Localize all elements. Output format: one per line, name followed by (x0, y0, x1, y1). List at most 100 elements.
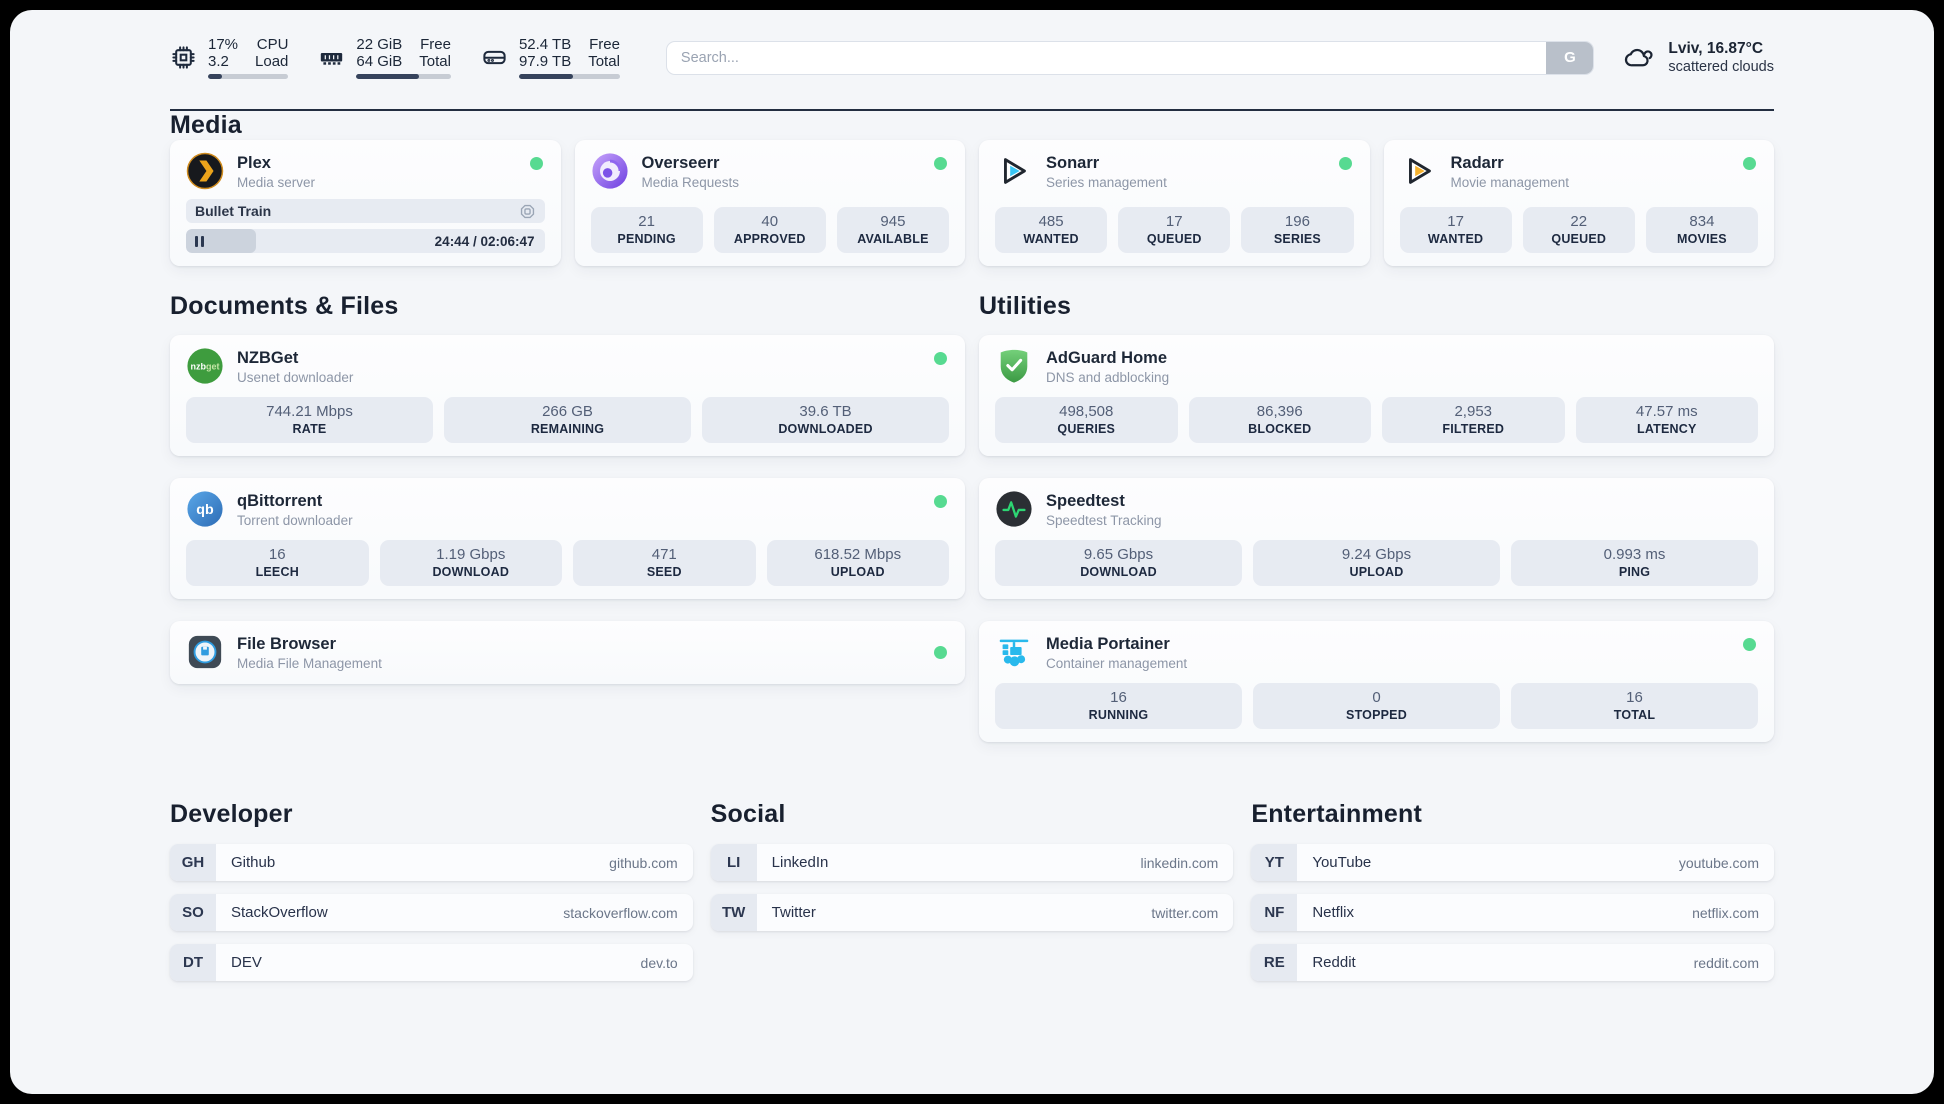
bookmark-stackoverflow[interactable]: SO StackOverflow stackoverflow.com (170, 894, 693, 931)
playback-progress-bar[interactable]: 24:44 / 02:06:47 (186, 229, 545, 253)
status-dot (1338, 157, 1352, 170)
bookmark-name: Twitter (771, 904, 816, 921)
service-subtitle: Movie management (1450, 174, 1570, 190)
bookmark-abbr: YT (1251, 844, 1298, 881)
stat-upload: 9.24 Gbps UPLOAD (1253, 540, 1500, 586)
memory-total-value: 64 GiB (356, 53, 403, 70)
cpu-widget: 17% 3.2 CPU Load (170, 36, 289, 79)
service-name: Media Portainer (1046, 634, 1170, 653)
service-name: Plex (237, 153, 271, 172)
stat-pending: 21 PENDING (590, 207, 703, 253)
stat-ping: 0.993 ms PING (1511, 540, 1758, 586)
status-dot (1743, 157, 1756, 170)
bookmark-name: Github (231, 854, 276, 871)
bookmark-name: LinkedIn (771, 854, 829, 871)
bookmark-reddit[interactable]: RE Reddit reddit.com (1251, 944, 1774, 981)
disk-free-label: Free (589, 36, 620, 53)
section-title-social: Social (710, 800, 786, 828)
stat-downloaded: 39.6 TB DOWNLOADED (702, 397, 949, 443)
service-subtitle: Series management (1046, 174, 1167, 190)
stat-queries: 498,508 QUERIES (995, 397, 1178, 443)
bookmark-group-developer: Developer GH Github github.com SO StackO… (170, 800, 693, 981)
overseerr-icon (591, 152, 629, 190)
bookmark-domain: twitter.com (1151, 904, 1219, 921)
service-card-nzbget[interactable]: nzbget NZBGet Usenet downloader 744.21 M… (170, 335, 965, 456)
status-dot (529, 157, 543, 170)
service-subtitle: Media server (237, 174, 316, 190)
status-dot (934, 495, 947, 508)
bookmark-twitter[interactable]: TW Twitter twitter.com (710, 894, 1234, 931)
bookmark-abbr: RE (1251, 944, 1298, 981)
stat-download: 1.19 Gbps DOWNLOAD (379, 540, 562, 586)
adguard-icon (995, 347, 1033, 385)
weather-location: Lviv, 16.87°C (1668, 40, 1764, 57)
filebrowser-icon (186, 633, 224, 671)
section-title-utilities: Utilities (979, 292, 1072, 320)
stat-movies: 834 MOVIES (1645, 207, 1759, 253)
bookmark-domain: youtube.com (1678, 854, 1759, 871)
service-card-adguard[interactable]: AdGuard Home DNS and adblocking 498,508 … (979, 335, 1774, 456)
disk-widget: 52.4 TB 97.9 TB Free Total (481, 36, 620, 79)
stat-queued: 17 QUEUED (1118, 207, 1231, 253)
bookmark-name: Reddit (1312, 954, 1356, 971)
portainer-icon (995, 633, 1033, 671)
memory-total-label: Total (419, 53, 451, 70)
service-subtitle: Usenet downloader (237, 369, 354, 385)
service-card-qbittorrent[interactable]: qb qBittorrent Torrent downloader 16 LEE… (170, 478, 965, 599)
search-input[interactable] (665, 40, 1595, 75)
cpu-usage-label: CPU (256, 36, 289, 53)
stat-approved: 40 APPROVED (713, 207, 826, 253)
sonarr-icon (995, 152, 1033, 190)
stat-total: 16 TOTAL (1511, 683, 1758, 729)
stat-seed: 471 SEED (573, 540, 756, 586)
service-subtitle: DNS and adblocking (1046, 369, 1170, 385)
session-icon[interactable] (519, 203, 536, 220)
service-name: NZBGet (237, 348, 299, 367)
stat-remaining: 266 GB REMAINING (444, 397, 691, 443)
cpu-load-value: 3.2 (208, 53, 229, 70)
disk-total-label: Total (588, 53, 620, 70)
pause-icon[interactable] (195, 235, 204, 247)
bookmark-linkedin[interactable]: LI LinkedIn linkedin.com (710, 844, 1234, 881)
bookmark-abbr: SO (170, 894, 216, 931)
bookmark-name: DEV (231, 954, 262, 971)
weather-widget: Lviv, 16.87°C scattered clouds (1624, 39, 1774, 76)
bookmark-name: StackOverflow (231, 904, 328, 921)
bookmark-youtube[interactable]: YT YouTube youtube.com (1251, 844, 1774, 881)
service-name: Sonarr (1046, 153, 1100, 172)
memory-widget: 22 GiB 64 GiB Free Total (318, 36, 451, 79)
disk-icon (483, 50, 506, 65)
top-bar: 17% 3.2 CPU Load (170, 36, 1774, 79)
bookmark-dev[interactable]: DT DEV dev.to (170, 944, 693, 981)
bookmark-group-social: Social LI LinkedIn linkedin.com TW Twitt… (710, 800, 1234, 981)
bookmark-domain: reddit.com (1693, 954, 1759, 971)
bookmark-github[interactable]: GH Github github.com (170, 844, 693, 881)
bookmark-domain: dev.to (640, 954, 678, 971)
service-card-sonarr[interactable]: Sonarr Series management 485 WANTED 17 Q… (979, 140, 1370, 266)
service-card-filebrowser[interactable]: File Browser Media File Management (170, 621, 965, 684)
playback-time: 24:44 / 02:06:47 (434, 233, 535, 249)
service-card-portainer[interactable]: Media Portainer Container management 16 … (979, 621, 1774, 742)
service-name: AdGuard Home (1046, 348, 1168, 367)
section-title-entertainment: Entertainment (1251, 800, 1423, 828)
service-card-plex[interactable]: Plex Media server Bullet Train (170, 140, 561, 266)
dashboard-panel: 17% 3.2 CPU Load (10, 10, 1934, 1094)
bookmark-netflix[interactable]: NF Netflix netflix.com (1251, 894, 1774, 931)
service-card-overseerr[interactable]: Overseerr Media Requests 21 PENDING 40 A… (574, 140, 965, 266)
section-title-media: Media (170, 111, 242, 139)
service-name: File Browser (237, 634, 337, 653)
stat-leech: 16 LEECH (186, 540, 369, 586)
memory-free-value: 22 GiB (356, 36, 403, 53)
disk-free-value: 52.4 TB (518, 36, 572, 53)
service-card-radarr[interactable]: Radarr Movie management 17 WANTED 22 QUE… (1383, 140, 1774, 266)
stat-wanted: 485 WANTED (995, 207, 1108, 253)
search-provider-button[interactable]: G (1546, 41, 1594, 74)
now-playing-title: Bullet Train (195, 203, 272, 219)
stat-rate: 744.21 Mbps RATE (186, 397, 433, 443)
stat-stopped: 0 STOPPED (1253, 683, 1500, 729)
stat-latency: 47.57 ms LATENCY (1575, 397, 1758, 443)
service-card-speedtest[interactable]: Speedtest Speedtest Tracking 9.65 Gbps D… (979, 478, 1774, 599)
plex-icon (186, 152, 224, 190)
cpu-usage-value: 17% (208, 36, 239, 53)
stat-filtered: 2,953 FILTERED (1382, 397, 1565, 443)
